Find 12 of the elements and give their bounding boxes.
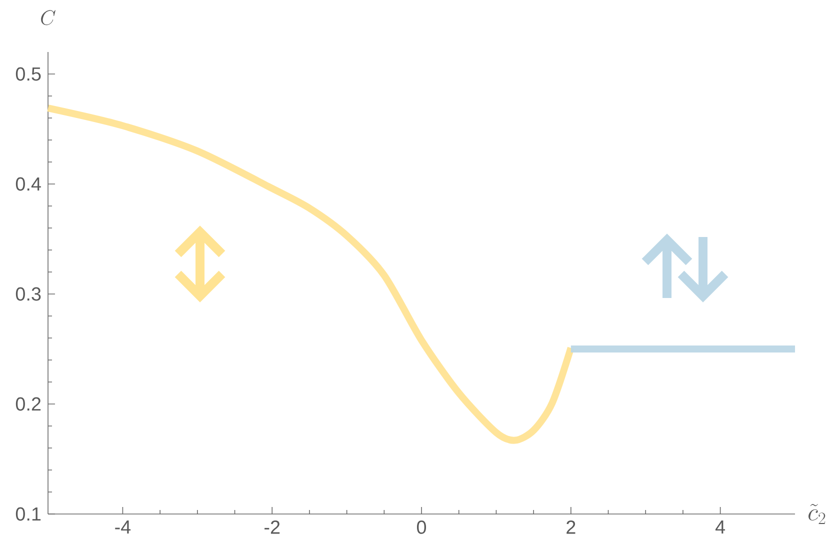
y-tick-label: 0.4 <box>16 177 41 191</box>
x-axis-title: $\tilde{c}_2$ <box>808 504 826 524</box>
y-tick-label: 0.3 <box>16 287 41 301</box>
y-tick-label: 0.2 <box>16 397 41 411</box>
x-tick-label: 4 <box>715 520 726 534</box>
x-tick-label: 2 <box>566 520 576 534</box>
y-tick-label: 0.1 <box>16 507 41 521</box>
y-axis-title: $C$ <box>41 10 56 26</box>
x-tick-label: 0 <box>416 520 426 534</box>
x-tick-label: -4 <box>115 520 131 534</box>
x-tick-label: -2 <box>264 520 280 534</box>
y-tick-label: 0.5 <box>16 67 41 81</box>
